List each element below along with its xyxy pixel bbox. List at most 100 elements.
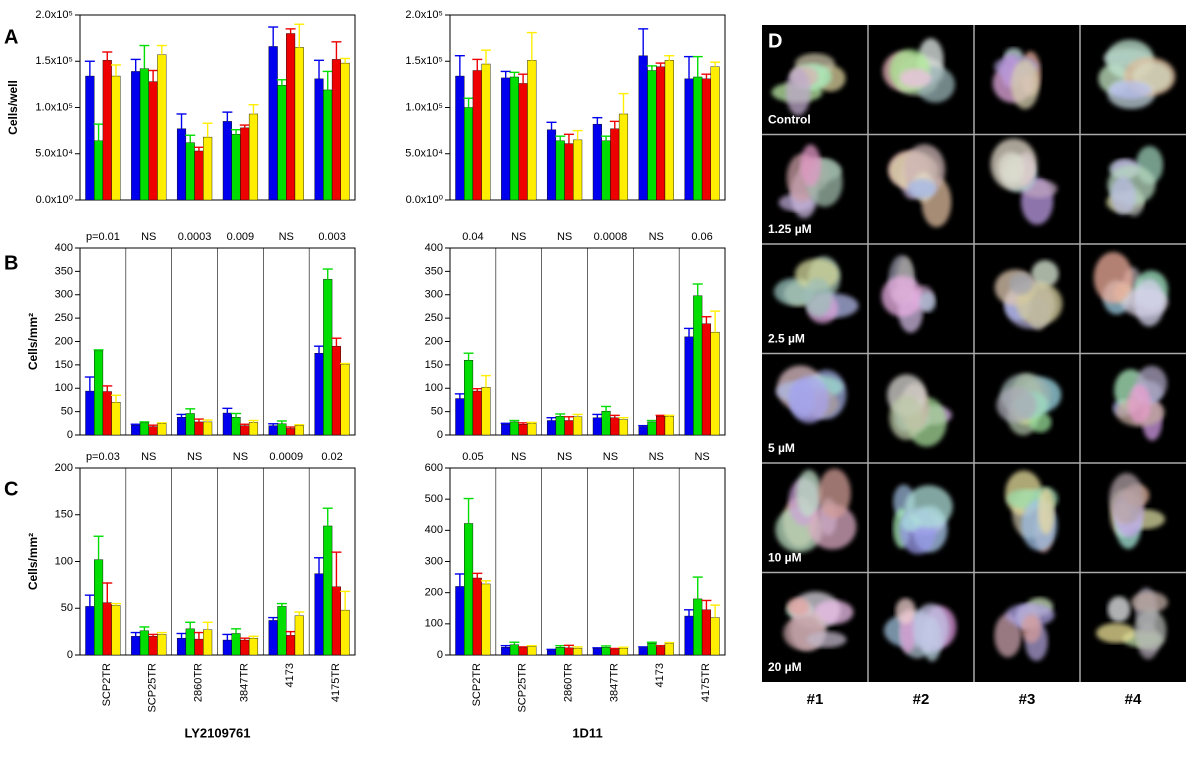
y-tick-label: 50: [61, 602, 73, 614]
bar: [518, 424, 528, 436]
bar: [248, 422, 259, 436]
y-tick-label: 0: [437, 429, 443, 441]
bar: [248, 637, 259, 656]
cell-cluster: [1134, 278, 1165, 327]
cell-cluster: [1110, 176, 1136, 215]
y-tick-label: 300: [425, 555, 443, 567]
bar: [268, 46, 278, 201]
cell-cluster: [996, 387, 1037, 423]
bar: [131, 71, 141, 201]
bar: [185, 142, 195, 201]
bar: [647, 70, 657, 201]
bar: [231, 417, 241, 436]
bar: [618, 113, 629, 201]
cell-cluster: [800, 144, 821, 187]
cell-cluster: [1009, 272, 1034, 295]
bar: [94, 140, 104, 201]
bar: [481, 583, 491, 656]
bar: [194, 150, 204, 201]
bar: [85, 390, 95, 436]
p-value: NS: [233, 451, 248, 463]
bar: [231, 633, 241, 656]
bar: [684, 336, 694, 436]
bar: [592, 417, 602, 436]
cell-cluster: [796, 469, 822, 518]
x-tick-label: 2860TR: [562, 663, 574, 702]
x-tick-label: SCP25TR: [147, 663, 159, 713]
cell-cluster: [1031, 260, 1059, 288]
bar: [323, 525, 333, 656]
cell-cluster: [806, 631, 847, 648]
micrographs: [762, 25, 1186, 682]
bar: [268, 620, 278, 656]
row-label: 5 µM: [768, 441, 795, 455]
panel-label: A: [4, 26, 18, 48]
cell-cluster: [895, 598, 916, 624]
bar: [546, 420, 557, 436]
cell-cluster: [919, 291, 936, 313]
bar: [638, 426, 648, 436]
cell-cluster: [907, 179, 938, 199]
bar: [555, 140, 565, 201]
bar: [85, 75, 95, 201]
bar: [573, 139, 583, 201]
bar: [194, 421, 204, 436]
bar: [102, 60, 112, 201]
cell-cluster: [785, 67, 811, 116]
bar: [277, 423, 287, 436]
bar: [248, 113, 259, 201]
cell-cluster: [1109, 81, 1152, 99]
p-value: 0.0008: [594, 231, 628, 243]
bar: [472, 577, 482, 656]
bar: [294, 425, 304, 436]
y-tick-label: 0: [67, 429, 73, 441]
cell-cluster: [904, 485, 953, 529]
bar: [618, 419, 629, 436]
bar: [656, 646, 666, 656]
bar: [94, 350, 104, 436]
bar: [664, 643, 674, 656]
p-value: 0.009: [227, 231, 255, 243]
bar: [610, 128, 620, 201]
x-tick-label: SCP2TR: [471, 663, 483, 706]
panel-label: C: [4, 478, 18, 500]
cell-cluster: [881, 275, 923, 317]
bar: [656, 416, 666, 436]
y-tick-label: 150: [55, 509, 73, 521]
x-tick-label: 3847TR: [238, 663, 250, 702]
bar: [240, 639, 250, 656]
y-tick-label: 150: [425, 359, 443, 371]
p-value: NS: [557, 451, 572, 463]
bar: [194, 638, 204, 656]
y-axis-title: Cells/mm²: [26, 533, 40, 590]
y-tick-label: 150: [55, 359, 73, 371]
bar: [610, 417, 620, 436]
p-value: NS: [511, 231, 526, 243]
bar: [573, 416, 583, 436]
p-value: NS: [694, 451, 709, 463]
x-tick-label: SCP2TR: [101, 663, 113, 706]
row-label: 20 µM: [768, 660, 802, 674]
bar: [555, 416, 565, 436]
bar: [231, 134, 241, 201]
bar: [601, 647, 611, 656]
x-tick-label: 4175TR: [700, 663, 712, 702]
cell-cluster: [814, 600, 854, 625]
p-value: 0.0003: [178, 231, 212, 243]
bar: [564, 420, 574, 436]
bar: [176, 417, 187, 436]
bar: [314, 573, 324, 656]
p-value: NS: [279, 231, 294, 243]
bar: [222, 639, 232, 656]
cell-cluster: [1093, 251, 1133, 304]
bar: [481, 63, 491, 201]
bar: [331, 345, 341, 436]
y-tick-label: 1.5x10⁵: [35, 55, 73, 67]
bar: [701, 609, 711, 656]
cell-cluster: [786, 597, 810, 616]
bar: [111, 402, 121, 436]
p-value: 0.04: [462, 231, 483, 243]
bar: [710, 66, 720, 201]
bar: [656, 66, 666, 201]
